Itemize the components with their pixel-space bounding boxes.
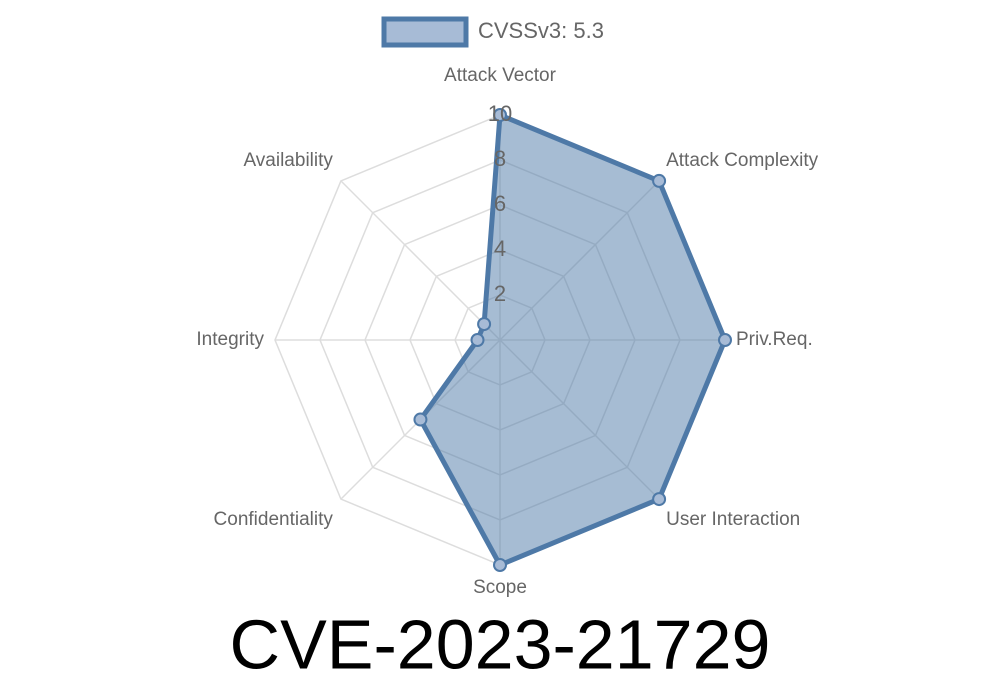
axis-label: Integrity bbox=[196, 329, 264, 350]
r-tick-label: 6 bbox=[494, 191, 506, 216]
chart-title: CVE-2023-21729 bbox=[230, 605, 771, 683]
axis-label: Attack Complexity bbox=[666, 150, 819, 171]
legend-label: CVSSv3: 5.3 bbox=[478, 18, 604, 43]
axis-label: Availability bbox=[243, 150, 333, 171]
radar-point bbox=[470, 333, 485, 347]
radar-point bbox=[477, 317, 492, 332]
radar-point bbox=[718, 333, 732, 347]
axis-label: Priv.Req. bbox=[736, 329, 813, 350]
axis-label: Attack Vector bbox=[444, 65, 557, 86]
axis-label: User Interaction bbox=[666, 509, 800, 530]
legend-swatch bbox=[381, 16, 469, 48]
r-tick-label: 4 bbox=[494, 236, 506, 261]
axis-label: Confidentiality bbox=[214, 509, 334, 530]
r-tick-label: 2 bbox=[494, 281, 506, 306]
spoke bbox=[340, 180, 501, 341]
axis-label: Scope bbox=[473, 577, 527, 598]
r-tick-label: 8 bbox=[494, 146, 506, 171]
radar-point bbox=[652, 492, 667, 507]
radar-point bbox=[493, 108, 507, 122]
radar-point bbox=[652, 173, 667, 188]
r-tick-label: 10 bbox=[488, 101, 512, 126]
radar-point bbox=[493, 558, 507, 572]
radar-point bbox=[413, 412, 428, 427]
